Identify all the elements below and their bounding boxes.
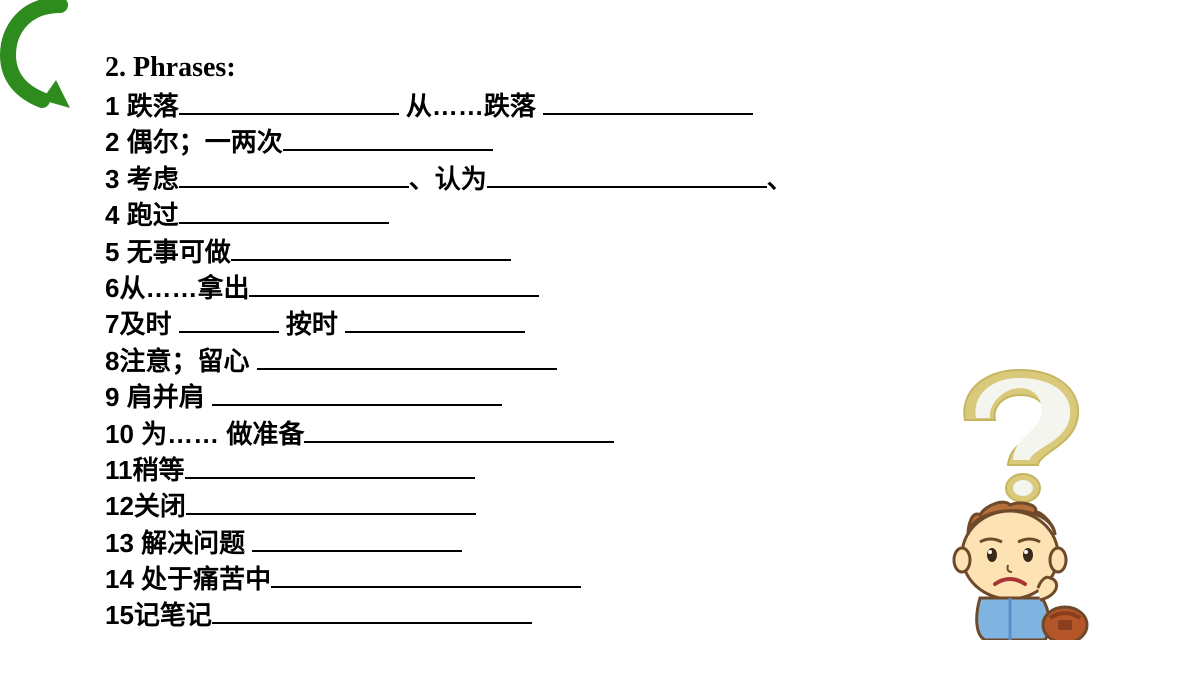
line-number: 1	[105, 91, 119, 121]
phrase-line: 3 考虑 、认为 、	[105, 161, 1140, 197]
line-number: 6	[105, 273, 119, 303]
fill-in-blank	[345, 310, 525, 333]
fill-in-blank	[304, 419, 614, 442]
phrase-line: 1 跌落 从……跌落	[105, 88, 1140, 124]
phrase-text: 注意；留心	[119, 346, 256, 376]
phrase-text: 解决问题	[134, 528, 252, 558]
phrase-text: 无事可做	[119, 237, 230, 267]
phrase-text: 从……跌落	[399, 91, 543, 121]
fill-in-blank	[179, 310, 279, 333]
line-number: 2	[105, 127, 119, 157]
fill-in-blank	[257, 346, 557, 369]
fill-in-blank	[179, 164, 409, 187]
fill-in-blank	[252, 528, 462, 551]
curved-arrow-icon	[0, 0, 100, 120]
section-title: 2. Phrases:	[105, 52, 1140, 84]
phrase-text: 偶尔；一两次	[119, 127, 282, 157]
phrase-text: 关闭	[134, 491, 186, 521]
phrase-text: 考虑	[119, 164, 178, 194]
phrase-text: 及时	[119, 309, 178, 339]
phrase-line: 5 无事可做	[105, 234, 1140, 270]
line-number: 7	[105, 309, 119, 339]
phrase-text: 跌落	[119, 91, 178, 121]
fill-in-blank	[543, 92, 753, 115]
line-number: 14	[105, 564, 134, 594]
phrase-text: 按时	[279, 309, 345, 339]
fill-in-blank	[186, 492, 476, 515]
fill-in-blank	[231, 237, 511, 260]
line-number: 15	[105, 600, 134, 630]
thinking-boy-icon	[890, 360, 1140, 640]
fill-in-blank	[283, 128, 493, 151]
line-number: 8	[105, 346, 119, 376]
phrase-text: 处于痛苦中	[134, 564, 271, 594]
phrase-text: 肩并肩	[119, 382, 211, 412]
line-number: 13	[105, 528, 134, 558]
phrase-text: 记笔记	[134, 600, 212, 630]
phrase-line: 6从……拿出	[105, 270, 1140, 306]
fill-in-blank	[179, 92, 399, 115]
phrase-text: 从……拿出	[119, 273, 249, 303]
line-number: 4	[105, 200, 119, 230]
phrase-line: 7及时 按时	[105, 306, 1140, 342]
line-number: 3	[105, 164, 119, 194]
phrase-text: 、认为	[409, 164, 487, 194]
fill-in-blank	[249, 274, 539, 297]
line-number: 10	[105, 419, 134, 449]
phrase-line: 2 偶尔；一两次	[105, 124, 1140, 160]
fill-in-blank	[185, 456, 475, 479]
phrase-line: 4 跑过	[105, 197, 1140, 233]
line-number: 5	[105, 237, 119, 267]
phrase-text: 跑过	[119, 200, 178, 230]
fill-in-blank	[487, 164, 767, 187]
phrase-text: 稍等	[133, 455, 185, 485]
fill-in-blank	[212, 383, 502, 406]
fill-in-blank	[271, 565, 581, 588]
line-number: 11	[105, 455, 133, 485]
line-number: 9	[105, 382, 119, 412]
line-number: 12	[105, 491, 134, 521]
fill-in-blank	[179, 201, 389, 224]
phrase-text: 为…… 做准备	[134, 419, 304, 449]
fill-in-blank	[212, 601, 532, 624]
phrase-text: 、	[767, 164, 793, 194]
